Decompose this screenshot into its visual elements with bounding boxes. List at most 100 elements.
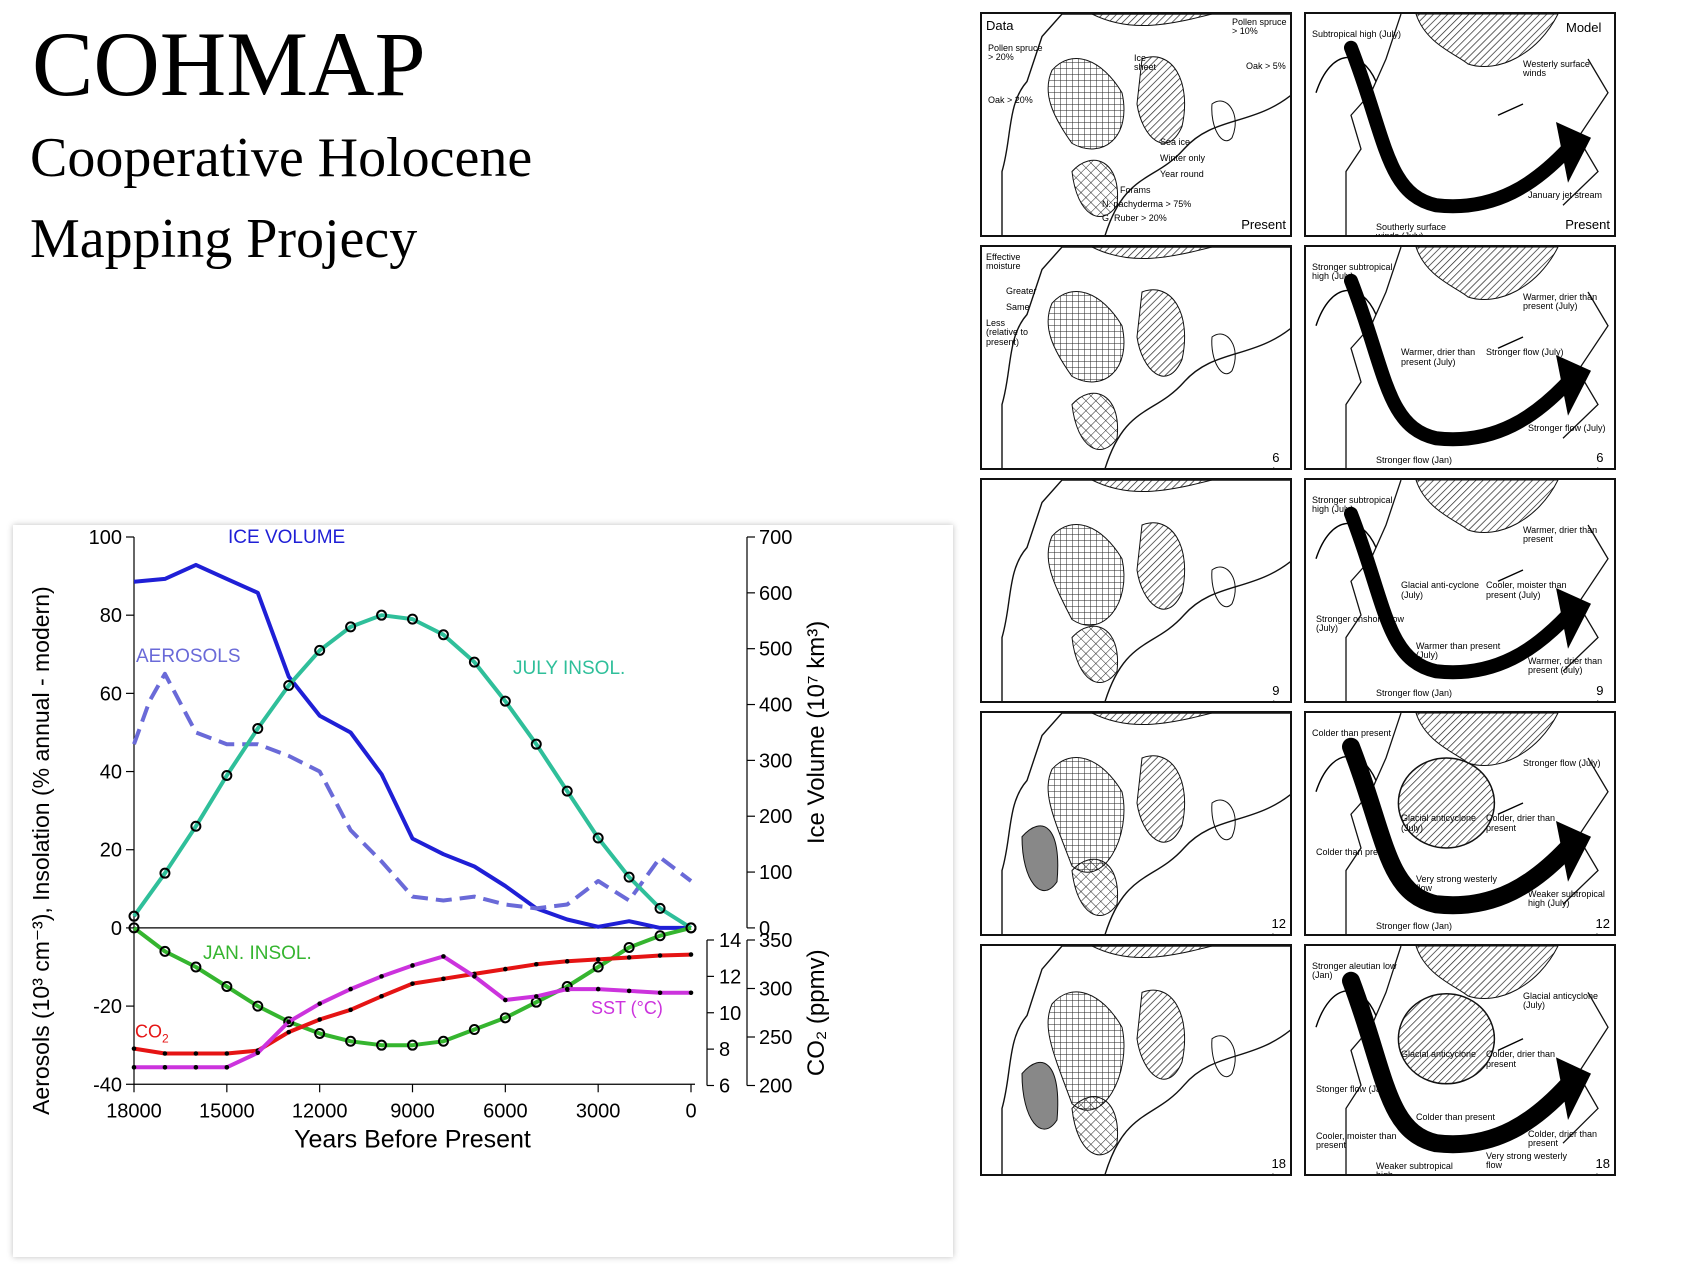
island-outline: [1211, 100, 1236, 141]
series-dot-5: [441, 954, 446, 959]
jet-stream-arrowhead: [1556, 588, 1591, 649]
series-line-3: [132, 925, 692, 1048]
legend-less: Less (relative to present): [986, 318, 1029, 347]
series-dot-5: [564, 986, 570, 992]
ice-sheet-area: [1091, 247, 1213, 260]
slide-subtitle-line1: Cooperative Holocene: [30, 127, 533, 189]
model-note: Cooler, moister than present (July): [1486, 580, 1567, 600]
map-drawing: [1315, 247, 1609, 468]
map-model-panel-1: 6 ka Stronger subtropical high (July) Warm…: [1304, 245, 1616, 470]
co2-tick-label: 250: [759, 1027, 792, 1049]
map-model-label: Present: [1565, 217, 1610, 232]
oak-area: [1071, 858, 1119, 916]
ice-tick-label: 500: [759, 639, 792, 661]
series-marker-3: [221, 981, 233, 993]
series-dot-4: [626, 955, 632, 960]
series-dot-5: [410, 963, 415, 968]
series-marker-2: [623, 871, 635, 883]
hatched-area: [1136, 56, 1186, 144]
series-marker-3: [314, 1027, 326, 1039]
series-dot-4: [595, 957, 601, 962]
jet-stream-arrowhead: [1556, 821, 1591, 882]
sst-tick-label: 12: [719, 966, 741, 988]
map-grid: Present Data Pollen spruce > 20% Oak > 20% P…: [980, 12, 1700, 1268]
model-note: Stronger subtropical high (July): [1312, 262, 1393, 282]
map-drawing: [1315, 480, 1609, 701]
series-marker-2: [592, 832, 604, 844]
series-dot-5: [626, 988, 632, 994]
model-note: Warmer, drier than present (July): [1523, 292, 1598, 312]
model-note: Cooler, moister than present: [1316, 1130, 1397, 1151]
jet-stream-arrow: [1342, 971, 1577, 1154]
label-ice-volume: ICE VOLUME: [228, 527, 345, 548]
model-note: Westerly surface winds: [1523, 59, 1590, 79]
jet-stream-arrow: [1344, 40, 1575, 214]
series-dot-4: [657, 953, 663, 958]
hatched-area: [1136, 989, 1186, 1080]
map-data-label: 6 ka: [1272, 450, 1286, 468]
series-marker-2: [345, 621, 357, 633]
ice-tick-label: 300: [759, 750, 792, 772]
series-marker-3: [654, 930, 666, 942]
map-drawing: [1001, 247, 1290, 468]
oak-area: [1071, 625, 1119, 683]
series-dot-4: [317, 1017, 322, 1022]
jet-stream-arrow: [1342, 737, 1577, 915]
island-outline: [1211, 333, 1236, 374]
series-marker-3: [685, 922, 697, 934]
series-dot-5: [193, 1065, 199, 1070]
model-note: Stronger flow (Jan): [1376, 455, 1453, 465]
coastline: [1001, 946, 1290, 1174]
pollen-spruce-area: [1047, 757, 1125, 873]
series-marker-2: [128, 910, 140, 922]
wind-arrow: [1497, 569, 1524, 582]
map-data-panel-3: 12 ka: [980, 711, 1292, 936]
series-dot-4: [131, 1046, 137, 1051]
series-marker-2: [530, 738, 542, 750]
map-drawing: [1315, 946, 1609, 1174]
label-july-insol: JULY INSOL.: [513, 658, 625, 679]
series-marker-2: [654, 902, 666, 914]
series-dot-5: [472, 974, 477, 979]
series-marker-3: [252, 1000, 264, 1012]
legend-year-round: Year round: [1160, 169, 1204, 179]
series-dot-5: [379, 974, 384, 979]
model-note: Glacial anticyclone (July): [1523, 991, 1599, 1011]
coastline: [1001, 713, 1290, 934]
jet-stream-arrow: [1344, 506, 1575, 680]
model-note: Weaker subtropical high (July): [1528, 889, 1605, 909]
x-tick-label: 3000: [576, 1100, 621, 1122]
map-drawing: [1001, 480, 1290, 701]
pollen-spruce-area: [1047, 291, 1125, 383]
series-marker-2: [407, 613, 418, 625]
hatched-area: [1136, 755, 1186, 843]
label-jan-insol: JAN. INSOL.: [203, 943, 312, 964]
circulation-arc: [1315, 56, 1377, 93]
model-note: Colder, drier than present: [1486, 1049, 1556, 1069]
map-drawing: [1001, 713, 1290, 934]
co2-axis-label: CO₂ (ppmv): [803, 949, 830, 1076]
island-outline: [1211, 799, 1236, 840]
left-tick-label: 80: [100, 605, 122, 627]
label-co2: CO: [135, 1021, 162, 1041]
jet-stream-arrowhead: [1556, 355, 1591, 416]
series-dot-4: [379, 993, 384, 999]
left-tick-label: 20: [100, 840, 122, 862]
legend-greater: Greater: [1006, 286, 1037, 296]
model-note: Stronger flow (Jan): [1376, 688, 1453, 698]
legend-model-title: Model: [1566, 20, 1602, 35]
sst-tick-label: 10: [719, 1003, 741, 1025]
island-outline: [1211, 1035, 1236, 1078]
wind-arrow: [1497, 802, 1524, 815]
series-dot-5: [503, 997, 508, 1003]
sst-tick-label: 8: [719, 1039, 730, 1061]
series-line-2: [132, 613, 693, 930]
ice-tick-label: 200: [759, 806, 792, 828]
series-marker-3: [190, 961, 202, 973]
oak-area: [1071, 159, 1119, 217]
map-drawing: [1315, 14, 1609, 235]
ice-sheet-area: [1091, 14, 1213, 27]
model-note: Stronger flow (July): [1528, 423, 1606, 433]
series-marker-2: [159, 867, 171, 879]
